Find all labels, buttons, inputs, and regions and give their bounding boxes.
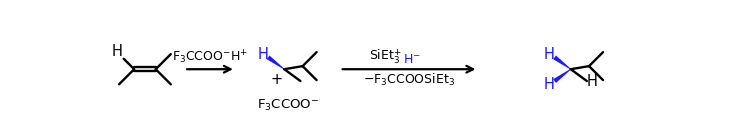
Text: F$_3$CCOO$^{-}$H$^{+}$: F$_3$CCOO$^{-}$H$^{+}$ [172, 49, 248, 66]
Text: H: H [544, 77, 555, 92]
Polygon shape [553, 55, 571, 70]
Text: H: H [587, 74, 598, 89]
Polygon shape [553, 69, 571, 83]
Text: H: H [257, 47, 268, 62]
Text: H: H [544, 47, 555, 62]
Text: SiEt$_3^{+}$: SiEt$_3^{+}$ [369, 47, 401, 66]
Polygon shape [266, 55, 285, 70]
Text: H$^{-}$: H$^{-}$ [403, 53, 421, 66]
Text: F$_3$CCOO$^{-}$: F$_3$CCOO$^{-}$ [257, 98, 319, 113]
Text: H: H [112, 44, 123, 59]
Text: +: + [271, 72, 283, 88]
Text: $-$F$_3$CCOOSiEt$_3$: $-$F$_3$CCOOSiEt$_3$ [363, 72, 455, 88]
